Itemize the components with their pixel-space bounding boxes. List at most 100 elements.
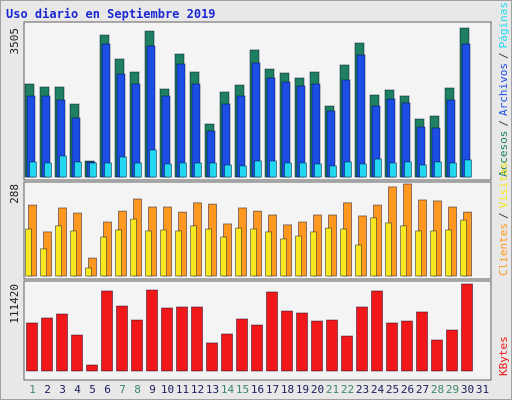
x-tick-label: 5	[89, 383, 96, 396]
bar	[116, 305, 128, 372]
bar	[224, 164, 232, 178]
bar	[449, 162, 457, 178]
bar	[266, 291, 278, 372]
bar	[206, 342, 218, 372]
x-tick-label: 11	[176, 383, 189, 396]
bar	[101, 290, 113, 372]
bar	[161, 307, 173, 372]
bar	[370, 217, 377, 277]
bar	[254, 160, 262, 178]
x-tick-label: 21	[326, 383, 339, 396]
y-tick-label: 3505	[8, 28, 21, 55]
bar	[29, 161, 37, 178]
bar	[146, 289, 158, 372]
bar	[56, 313, 68, 372]
bar	[325, 227, 332, 277]
bar	[389, 162, 397, 178]
x-tick-label: 15	[236, 383, 249, 396]
bar	[115, 229, 122, 277]
bar	[415, 230, 422, 277]
bar	[134, 162, 142, 178]
bar	[401, 320, 413, 372]
bar	[130, 218, 137, 277]
y-tick-label: 111420	[8, 284, 21, 324]
bar	[88, 257, 97, 277]
bar	[340, 228, 347, 277]
bar	[355, 244, 362, 277]
bar	[385, 222, 392, 277]
bar	[175, 230, 182, 277]
bar	[191, 306, 203, 372]
bar	[179, 162, 187, 178]
legend-entry: Clientes	[497, 223, 510, 276]
x-tick-label: 19	[296, 383, 309, 396]
bar	[431, 339, 443, 372]
bar	[419, 164, 427, 178]
x-tick-label: 18	[281, 383, 294, 396]
x-tick-label: 4	[74, 383, 81, 396]
x-tick-label: 20	[311, 383, 324, 396]
bar	[220, 236, 227, 277]
x-tick-label: 6	[104, 383, 111, 396]
x-tick-label: 14	[221, 383, 235, 396]
bar	[329, 165, 337, 178]
bar	[176, 306, 188, 372]
x-tick-label: 16	[251, 383, 264, 396]
bar	[26, 322, 38, 372]
x-tick-label: 1	[29, 383, 36, 396]
bar	[131, 319, 143, 372]
legend: Clientes / Visitas	[497, 162, 510, 276]
bar	[89, 162, 97, 178]
bar	[70, 230, 77, 277]
bar	[314, 163, 322, 178]
bar	[311, 83, 321, 178]
bar	[386, 322, 398, 372]
x-tick-label: 29	[446, 383, 459, 396]
legend-entry: KBytes	[497, 336, 510, 376]
bar	[251, 62, 261, 178]
legend-entry: Páginas	[497, 2, 510, 48]
bar	[430, 230, 437, 277]
bar	[400, 225, 407, 277]
bar	[311, 320, 323, 372]
x-tick-label: 9	[149, 383, 156, 396]
bar	[374, 158, 382, 178]
bar	[236, 318, 248, 372]
bar	[295, 235, 302, 277]
bar	[119, 156, 127, 178]
bar	[85, 267, 92, 277]
x-tick-label: 12	[191, 383, 204, 396]
bar	[205, 228, 212, 277]
bar	[445, 229, 452, 277]
bar	[160, 229, 167, 277]
bar	[145, 230, 152, 277]
x-tick-label: 25	[386, 383, 399, 396]
bar	[239, 165, 247, 178]
bar	[356, 54, 366, 178]
bar	[269, 160, 277, 178]
x-tick-label: 28	[431, 383, 444, 396]
x-tick-label: 8	[134, 383, 141, 396]
bar	[236, 95, 246, 178]
bar	[250, 228, 257, 277]
bar	[460, 219, 467, 277]
bar	[371, 290, 383, 372]
bar	[100, 236, 107, 277]
x-tick-label: 31	[476, 383, 489, 396]
bar	[59, 155, 67, 178]
x-tick-label: 10	[161, 383, 174, 396]
bar	[190, 225, 197, 277]
x-tick-label: 27	[416, 383, 429, 396]
bar	[40, 248, 47, 277]
bar	[359, 163, 367, 178]
bar	[71, 334, 83, 372]
bar	[299, 162, 307, 178]
bar	[235, 227, 242, 277]
x-tick-label: 17	[266, 383, 279, 396]
bar	[341, 335, 353, 372]
bar	[104, 162, 112, 178]
bar	[296, 312, 308, 372]
legend-entry: Archivos	[497, 63, 510, 116]
bar	[344, 161, 352, 178]
